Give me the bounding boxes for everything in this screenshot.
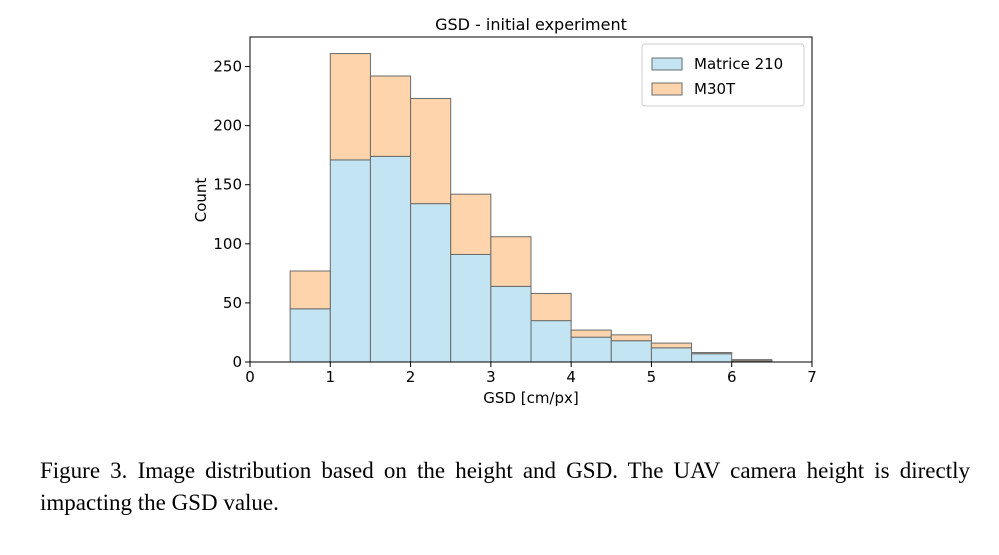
plot-frame [249, 36, 813, 363]
bar-m30t-1 [329, 53, 371, 161]
bar-matrice-210-1 [329, 159, 371, 363]
y-tick-label: 250 [213, 58, 242, 76]
y-tick-label: 200 [213, 117, 242, 135]
x-tick-label: 0 [245, 368, 255, 386]
x-tick-label: 3 [486, 368, 496, 386]
bar-m30t-11 [731, 359, 773, 362]
x-tick-label: 6 [727, 368, 737, 386]
bar-m30t-7 [570, 329, 612, 338]
legend-label-m30t: M30T [694, 80, 736, 98]
bar-matrice-210-0 [289, 308, 331, 363]
bar-m30t-6 [530, 292, 572, 322]
x-tick-label: 1 [326, 368, 336, 386]
bar-m30t-0 [289, 270, 331, 310]
bar-matrice-210-2 [369, 155, 412, 363]
figure-caption: Figure 3. Image distribution based on th… [40, 458, 970, 515]
bar-matrice-210-5 [490, 285, 532, 363]
bar-matrice-210-9 [650, 347, 693, 363]
x-tick-label: 2 [406, 368, 416, 386]
bar-matrice-210-7 [570, 336, 612, 363]
bar-m30t-3 [410, 97, 452, 205]
bar-matrice-210-4 [450, 253, 492, 363]
bar-matrice-210-6 [530, 320, 572, 363]
bar-m30t-4 [450, 193, 492, 255]
y-tick-label: 150 [213, 176, 242, 194]
x-tick-label: 7 [807, 368, 817, 386]
bar-matrice-210-10 [691, 353, 733, 363]
chart-title: GSD - initial experiment [435, 15, 627, 34]
y-tick-label: 0 [232, 353, 242, 371]
x-tick-label: 4 [566, 368, 576, 386]
y-tick-label: 100 [213, 235, 242, 253]
legend-label-matrice-210: Matrice 210 [694, 55, 783, 73]
x-axis-ticks: 0 1 2 3 4 5 6 7 [245, 362, 817, 386]
y-axis-ticks: 0 50 100 150 200 250 [213, 58, 250, 371]
bar-m30t-10 [691, 352, 733, 355]
legend-swatch-matrice-210 [651, 57, 683, 71]
legend: Matrice 210 M30T [641, 43, 805, 107]
y-axis-title: Count [192, 178, 210, 223]
bar-matrice-210-3 [410, 203, 452, 363]
x-tick-label: 5 [647, 368, 657, 386]
bar-matrice-210-8 [610, 340, 652, 363]
histogram-chart: 0 1 2 3 4 5 6 7 0 50 100 150 200 250 GSD - initial e… [192, 15, 817, 407]
y-tick-label: 50 [223, 294, 242, 312]
bar-m30t-5 [490, 236, 532, 287]
legend-swatch-m30t [651, 82, 683, 96]
x-axis-title: GSD [cm/px] [483, 389, 578, 407]
bar-m30t-8 [610, 334, 652, 342]
bar-m30t-9 [650, 342, 693, 349]
bar-m30t-2 [369, 75, 412, 157]
bars-group [289, 53, 773, 363]
